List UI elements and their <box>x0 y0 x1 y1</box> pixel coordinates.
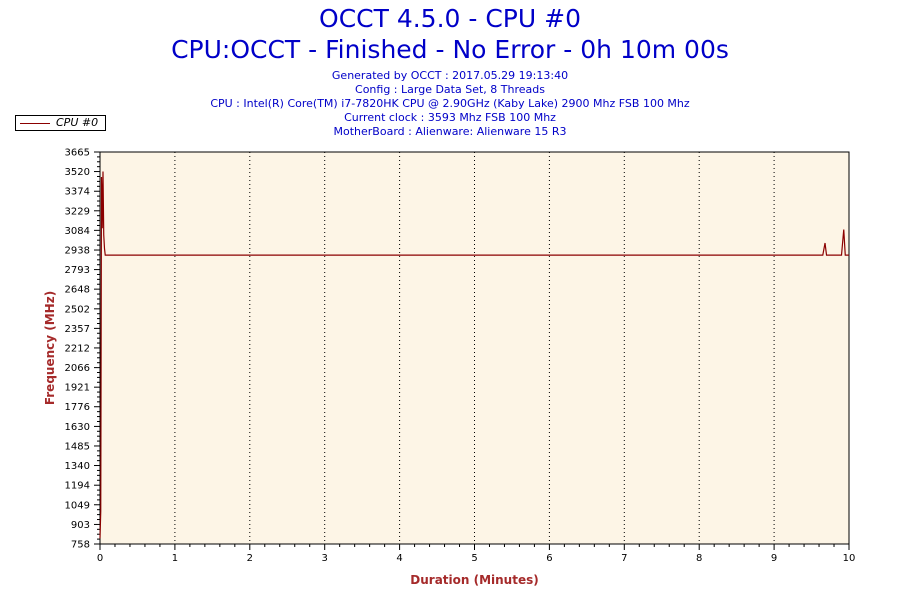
info-clock: Current clock : 3593 Mhz FSB 100 Mhz <box>344 111 556 124</box>
info-cpu: CPU : Intel(R) Core(TM) i7-7820HK CPU @ … <box>210 97 690 110</box>
y-axis: 758 903 1049 1194 1340 1485 1630 1776 1921 2066 22… <box>65 148 100 551</box>
y-tick-label: 1194 <box>65 481 90 492</box>
chart-title: OCCT 4.5.0 - CPU #0 <box>319 4 581 33</box>
y-tick-label: 3665 <box>65 148 90 159</box>
y-tick-label: 2212 <box>65 343 90 354</box>
info-generated: Generated by OCCT : 2017.05.29 19:13:40 <box>331 69 569 82</box>
x-tick-label: 0 <box>97 553 103 564</box>
y-tick-label: 1921 <box>65 383 90 394</box>
x-axis: 0 1 2 3 4 5 6 7 8 9 10 <box>97 544 856 564</box>
grid <box>174 152 775 544</box>
x-tick-label: 9 <box>771 553 777 564</box>
y-tick-label: 1049 <box>65 500 90 511</box>
x-tick-label: 10 <box>843 553 856 564</box>
x-tick-label: 2 <box>247 553 253 564</box>
x-axis-label: Duration (Minutes) <box>410 573 538 587</box>
y-tick-label: 2938 <box>65 246 90 257</box>
y-tick-label: 2648 <box>65 285 90 296</box>
chart-subtitle: CPU:OCCT - Finished - No Error - 0h 10m … <box>171 35 729 64</box>
y-tick-label: 2066 <box>65 363 90 374</box>
y-tick-label: 3520 <box>65 167 90 178</box>
y-tick-label: 3374 <box>65 187 90 198</box>
x-tick-label: 3 <box>322 553 328 564</box>
x-tick-label: 5 <box>471 553 477 564</box>
legend-swatch <box>20 123 50 124</box>
series <box>99 171 849 539</box>
y-tick-label: 3229 <box>65 206 90 217</box>
y-tick-label: 2793 <box>65 265 90 276</box>
info-motherboard: MotherBoard : Alienware: Alienware 15 R3 <box>333 125 567 138</box>
y-tick-label: 903 <box>71 520 90 531</box>
legend-label: CPU #0 <box>56 116 99 129</box>
series-line <box>99 171 849 539</box>
x-tick-label: 6 <box>546 553 552 564</box>
info-config: Config : Large Data Set, 8 Threads <box>355 83 545 96</box>
y-tick-label: 2357 <box>65 324 90 335</box>
y-tick-label: 2502 <box>65 304 90 315</box>
y-axis-label: Frequency (MHz) <box>43 291 57 405</box>
y-tick-label: 1776 <box>65 402 90 413</box>
x-tick-label: 7 <box>621 553 627 564</box>
y-tick-label: 758 <box>71 540 90 551</box>
y-tick-label: 1485 <box>65 441 90 452</box>
x-tick-label: 8 <box>696 553 702 564</box>
x-tick-label: 4 <box>396 553 402 564</box>
y-tick-label: 3084 <box>65 226 90 237</box>
y-tick-label: 1340 <box>65 461 90 472</box>
x-tick-label: 1 <box>172 553 178 564</box>
legend: CPU #0 <box>15 115 106 131</box>
y-tick-label: 1630 <box>65 422 90 433</box>
